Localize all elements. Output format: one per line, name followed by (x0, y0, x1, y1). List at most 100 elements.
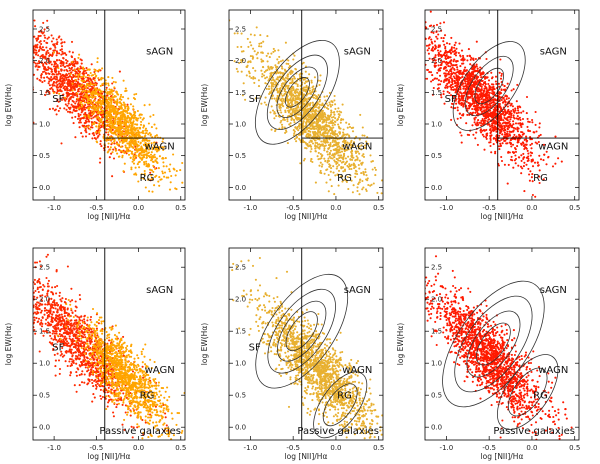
data-point (249, 41, 252, 44)
data-point (139, 123, 143, 126)
data-point (317, 114, 320, 117)
data-point (71, 60, 74, 64)
data-point (333, 133, 336, 137)
data-point (122, 79, 125, 82)
data-point (130, 168, 133, 171)
data-point (17, 42, 19, 44)
data-point (331, 140, 334, 144)
data-point (77, 78, 80, 81)
data-point (121, 118, 124, 121)
data-point (81, 135, 84, 138)
data-point (143, 151, 146, 154)
data-point (79, 113, 82, 116)
data-point (152, 170, 155, 173)
region-label-wagn: wAGN (342, 141, 372, 152)
data-point (476, 143, 479, 146)
data-point (324, 141, 327, 144)
data-point (279, 86, 282, 90)
data-point (6, 23, 8, 25)
data-point (474, 109, 478, 112)
data-point (31, 26, 33, 28)
data-point (500, 72, 503, 75)
data-point (58, 52, 61, 55)
data-point (525, 112, 528, 115)
x-tick-label: 0.0 (330, 204, 341, 212)
data-point (54, 46, 57, 49)
data-point (264, 96, 267, 99)
data-point (289, 97, 292, 100)
data-point (128, 135, 131, 138)
data-point (286, 120, 289, 123)
data-point (65, 86, 68, 89)
data-point (260, 42, 263, 45)
data-point (122, 170, 125, 173)
x-tick-label: -1.0 (244, 204, 258, 212)
data-point (308, 141, 311, 144)
data-point (437, 53, 440, 56)
data-point (462, 105, 465, 108)
data-point (82, 98, 85, 101)
data-point (356, 156, 359, 160)
data-point (143, 172, 146, 175)
data-point (75, 105, 78, 108)
data-point (322, 140, 325, 143)
data-point (83, 108, 87, 111)
data-point (292, 75, 296, 78)
data-point (162, 161, 165, 164)
data-point (347, 148, 350, 151)
data-point (70, 56, 74, 59)
data-point (295, 113, 298, 116)
data-point (280, 119, 283, 122)
data-point (360, 163, 363, 166)
data-point (68, 67, 71, 70)
data-point (97, 100, 100, 103)
data-point (121, 126, 124, 129)
data-point (80, 103, 83, 106)
data-point (114, 149, 118, 152)
data-point (323, 95, 326, 98)
data-point (149, 115, 152, 118)
data-point (250, 44, 253, 47)
data-point (144, 145, 147, 148)
data-point (309, 92, 313, 95)
data-point (329, 105, 332, 108)
data-point (90, 92, 93, 95)
data-point (34, 25, 37, 28)
data-point (72, 96, 75, 99)
data-point (63, 107, 66, 110)
data-point (145, 156, 148, 160)
data-point (329, 103, 332, 106)
data-point (133, 113, 136, 116)
data-point (30, 78, 32, 80)
data-point (119, 116, 122, 119)
data-point (155, 127, 158, 130)
data-point (446, 85, 449, 88)
data-point (48, 91, 51, 94)
data-point (328, 146, 331, 149)
data-point (126, 103, 129, 106)
data-point (291, 79, 294, 82)
data-point (53, 44, 56, 48)
data-point (145, 160, 148, 163)
data-point (444, 47, 447, 50)
data-point (18, 53, 20, 55)
data-point (113, 119, 116, 122)
data-point (99, 84, 102, 87)
data-point (64, 103, 67, 106)
data-point (139, 116, 142, 119)
data-point (343, 163, 347, 166)
data-point (318, 147, 321, 150)
data-point (50, 63, 53, 66)
data-point (152, 156, 155, 159)
data-point (311, 142, 315, 145)
data-point (290, 69, 293, 72)
data-point (318, 100, 321, 103)
data-point (94, 101, 98, 104)
data-point (24, 23, 26, 25)
data-point (101, 123, 104, 126)
data-point (24, 34, 26, 36)
data-point (91, 74, 95, 77)
y-tick-label: 1.0 (39, 121, 50, 129)
data-point (39, 34, 42, 37)
data-point (66, 60, 69, 63)
